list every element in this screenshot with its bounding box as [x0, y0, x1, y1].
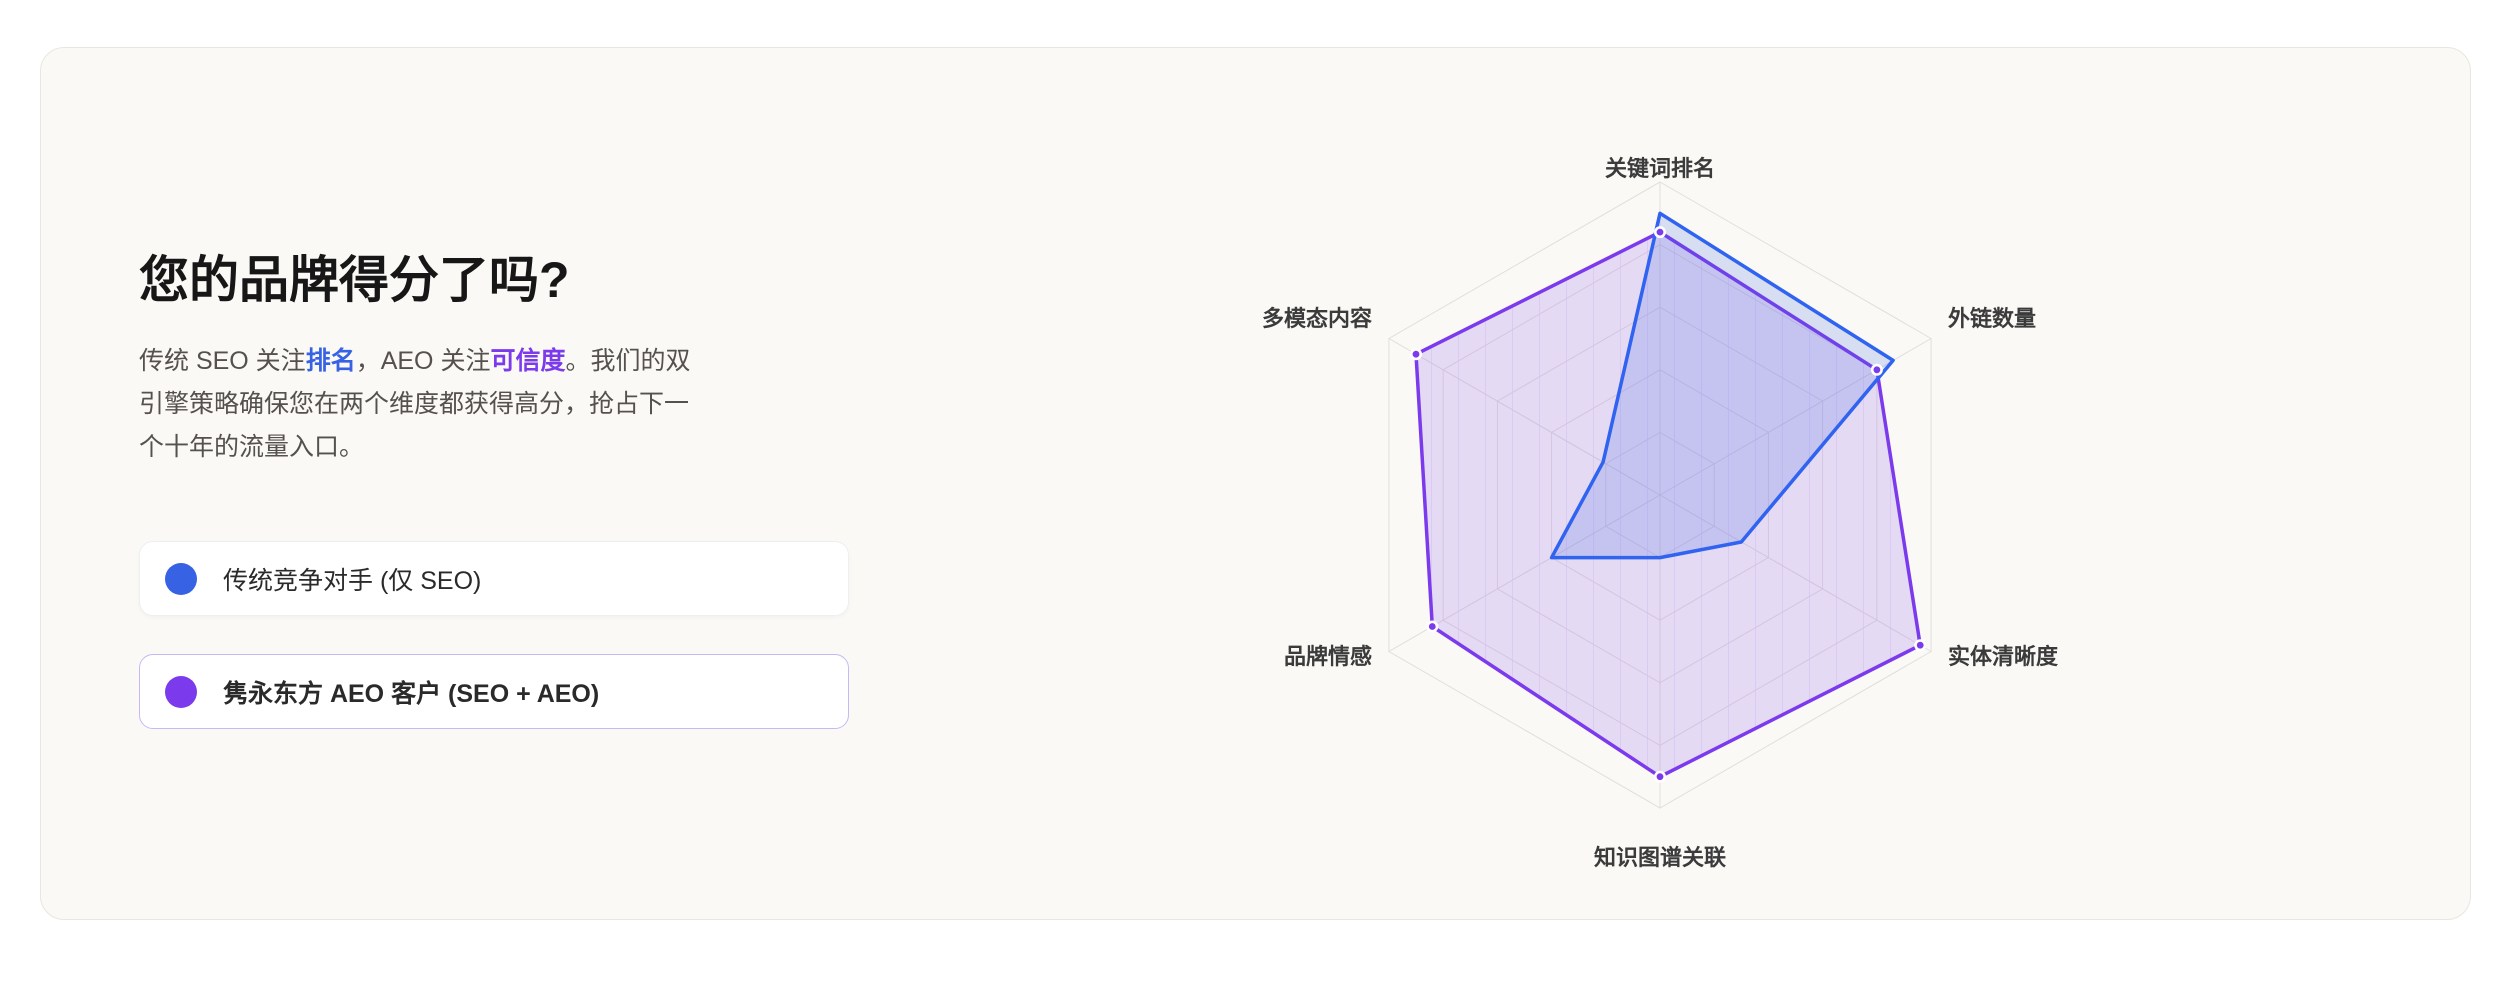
svg-text:多模态内容: 多模态内容 [1262, 306, 1372, 331]
svg-text:品牌情感: 品牌情感 [1284, 644, 1372, 669]
svg-text:实体清晰度: 实体清晰度 [1948, 644, 2059, 669]
svg-text:知识图谱关联: 知识图谱关联 [1594, 845, 1726, 870]
svg-text:外链数量: 外链数量 [1948, 306, 2036, 331]
svg-text:关键词排名: 关键词排名 [1605, 156, 1715, 181]
